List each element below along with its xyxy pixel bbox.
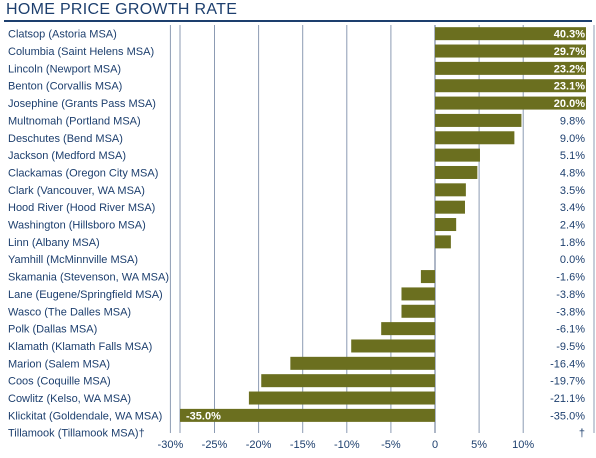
bar — [248, 391, 435, 405]
category-label: Hood River (Hood River MSA) — [8, 202, 155, 214]
bar — [435, 235, 451, 249]
bar — [435, 200, 465, 214]
value-label: -19.7% — [550, 376, 585, 388]
category-label: Coos (Coquille MSA) — [8, 376, 111, 388]
bar — [381, 322, 435, 336]
x-tick-label: -30% — [158, 439, 184, 451]
bar — [435, 27, 586, 41]
value-label: 20.0% — [554, 98, 585, 110]
category-label: Klickitat (Goldendale, WA MSA) — [8, 410, 162, 422]
value-label: -21.1% — [550, 393, 585, 405]
category-label: Clark (Vancouver, WA MSA) — [8, 185, 145, 197]
bar — [420, 270, 435, 284]
category-label: Marion (Salem MSA) — [8, 358, 110, 370]
category-label: Tillamook (Tillamook MSA)† — [8, 428, 145, 440]
value-label: † — [579, 428, 585, 440]
bar — [435, 79, 586, 93]
bar — [180, 408, 435, 422]
category-label: Yamhill (McMinnville MSA) — [8, 254, 138, 266]
x-tick-label: -25% — [202, 439, 228, 451]
category-label: Clatsop (Astoria MSA) — [8, 29, 117, 41]
x-tick-label: -5% — [381, 439, 401, 451]
category-label: Multnomah (Portland MSA) — [8, 115, 141, 127]
value-label: -9.5% — [556, 341, 585, 353]
value-label: 29.7% — [554, 46, 585, 58]
category-label: Lincoln (Newport MSA) — [8, 63, 121, 75]
bar — [435, 183, 466, 197]
bar — [290, 356, 435, 370]
category-label: Skamania (Stevenson, WA MSA) — [8, 272, 169, 284]
value-label: 9.8% — [560, 115, 585, 127]
value-label: -16.4% — [550, 358, 585, 370]
category-label: Cowlitz (Kelso, WA MSA) — [8, 393, 131, 405]
category-label: Klamath (Klamath Falls MSA) — [8, 341, 152, 353]
category-label: Benton (Corvallis MSA) — [8, 81, 122, 93]
category-label: Polk (Dallas MSA) — [8, 324, 97, 336]
value-label: -3.8% — [556, 289, 585, 301]
value-label: 0.0% — [560, 254, 585, 266]
bar — [261, 374, 435, 388]
x-tick-label: -20% — [246, 439, 272, 451]
value-label: 2.4% — [560, 220, 585, 232]
bar — [435, 218, 457, 232]
value-label: 4.8% — [560, 167, 585, 179]
category-label: Josephine (Grants Pass MSA) — [8, 98, 156, 110]
bar — [435, 165, 478, 179]
category-label: Washington (Hillsboro MSA) — [8, 220, 146, 232]
bar — [435, 113, 522, 127]
value-label: -6.1% — [556, 324, 585, 336]
bar — [351, 339, 435, 353]
category-label: Jackson (Medford MSA) — [8, 150, 126, 162]
value-label: 23.2% — [554, 63, 585, 75]
x-tick-label: -15% — [290, 439, 316, 451]
value-label-right: -35.0% — [550, 410, 585, 422]
category-label: Columbia (Saint Helens MSA) — [8, 46, 154, 58]
bar — [401, 287, 435, 301]
value-label: 23.1% — [554, 81, 585, 93]
value-label: 40.3% — [554, 29, 585, 41]
bar — [435, 148, 480, 162]
value-label: 9.0% — [560, 133, 585, 145]
value-label: -35.0% — [186, 410, 221, 422]
title-rule — [4, 20, 592, 22]
x-tick-label: 5% — [471, 439, 487, 451]
x-tick-label: 10% — [512, 439, 534, 451]
category-label: Deschutes (Bend MSA) — [8, 133, 123, 145]
category-label: Clackamas (Oregon City MSA) — [8, 167, 158, 179]
chart-title: HOME PRICE GROWTH RATE — [6, 1, 238, 18]
category-label: Linn (Albany MSA) — [8, 237, 100, 249]
value-label: -1.6% — [556, 272, 585, 284]
bar — [435, 96, 586, 110]
value-label: -3.8% — [556, 306, 585, 318]
value-label: 1.8% — [560, 237, 585, 249]
x-tick-label: 0 — [432, 439, 438, 451]
category-label: Lane (Eugene/Springfield MSA) — [8, 289, 163, 301]
category-label: Wasco (The Dalles MSA) — [8, 306, 131, 318]
bar — [401, 304, 435, 318]
bar — [435, 61, 586, 75]
x-tick-label: -10% — [334, 439, 360, 451]
value-label: 3.4% — [560, 202, 585, 214]
value-label: 3.5% — [560, 185, 585, 197]
value-label: 5.1% — [560, 150, 585, 162]
bar — [435, 131, 515, 145]
bar — [435, 44, 586, 58]
